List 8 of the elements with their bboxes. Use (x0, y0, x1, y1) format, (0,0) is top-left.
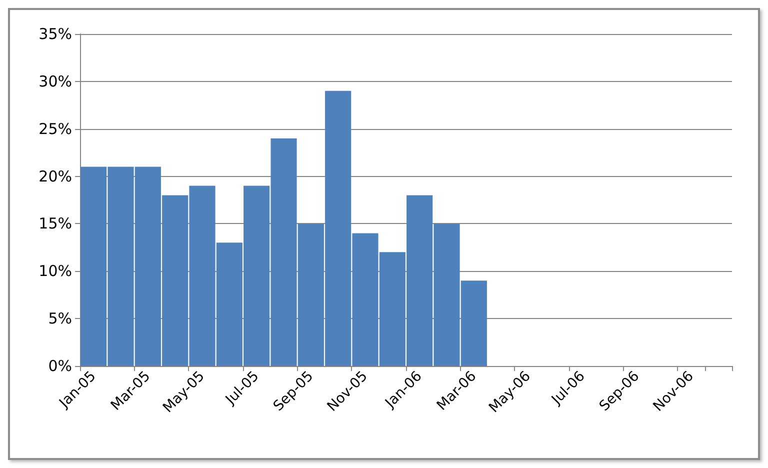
y-tick-label: 30% (38, 72, 72, 90)
y-tick-label: 0% (48, 357, 72, 375)
y-tick-label: 10% (38, 262, 72, 280)
y-tick-label: 20% (38, 167, 72, 186)
y-tick-label: 5% (48, 310, 72, 328)
y-tick-label: 25% (38, 120, 72, 138)
y-tick-label: 35% (38, 25, 72, 43)
y-tick-label: 15% (38, 214, 72, 233)
